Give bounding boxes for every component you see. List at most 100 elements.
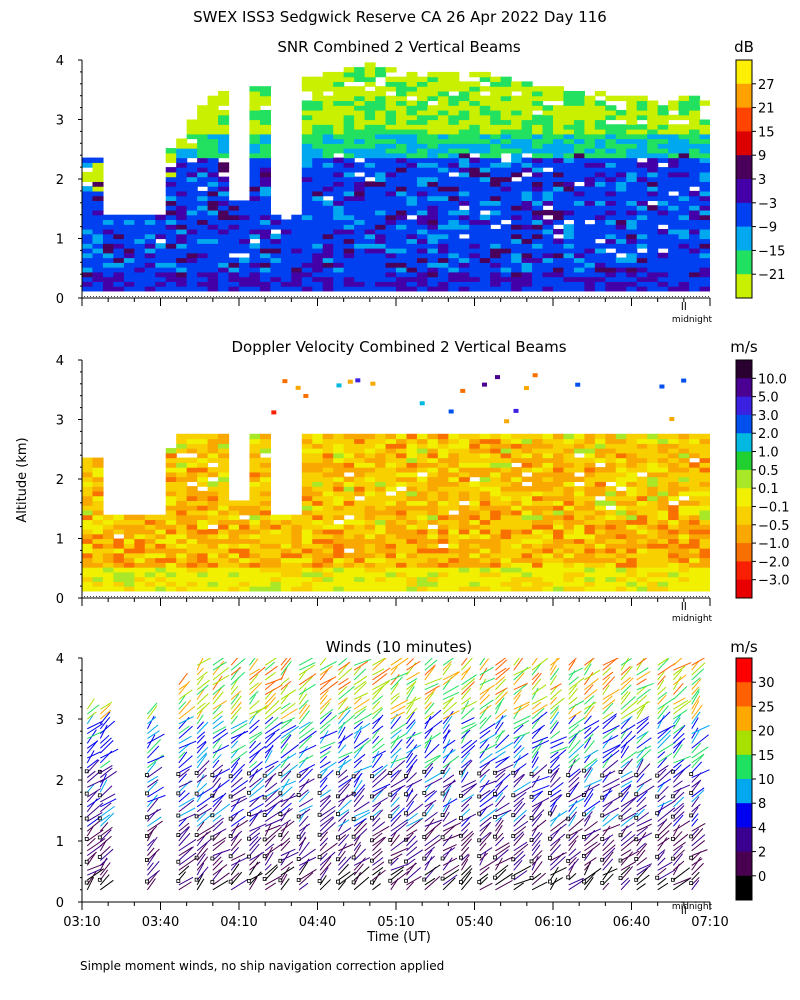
baseline-dot [522,596,523,597]
velocity-cell [469,576,481,582]
snr-cell [197,271,209,278]
velocity-cell [479,433,491,440]
snr-cell [354,219,366,225]
calm-marker [145,815,149,820]
snr-cell [186,195,198,202]
snr-cell [521,195,533,202]
snr-cell [207,267,219,273]
snr-cell [626,233,638,240]
velocity-cell [573,524,585,530]
snr-cell [615,133,627,140]
snr-cell [458,162,470,168]
velocity-cell [699,581,710,587]
velocity-cell [605,509,617,516]
snr-cell [479,119,491,125]
velocity-cell [301,438,313,444]
wind-barb [86,802,104,817]
snr-cell [301,76,313,83]
snr-cell [657,271,669,278]
snr-cell [594,171,606,178]
velocity-cell [207,438,219,444]
velocity-cell [511,500,523,506]
velocity-cell [573,500,585,506]
snr-cell [615,267,627,273]
wind-barb [100,767,113,778]
snr-cell [165,224,177,230]
velocity-cell [312,519,324,525]
snr-cell [364,224,376,230]
calm-marker [262,795,267,800]
velocity-cell [375,433,387,440]
velocity-cell [699,528,710,535]
velocity-cell [259,481,271,487]
baseline-dot [666,296,667,297]
snr-cell [228,209,240,216]
snr-cell [668,209,680,216]
velocity-cell [228,548,240,554]
velocity-cell [343,581,355,587]
velocity-cell [165,495,177,502]
snr-cell [615,129,627,135]
snr-cell [134,214,146,221]
velocity-cell [239,548,251,554]
velocity-cell [490,452,502,459]
velocity-cell [155,557,167,563]
snr-cell [636,114,648,121]
velocity-cell [469,509,481,516]
snr-cell [427,143,439,149]
velocity-cell [322,433,334,440]
velocity-cell [291,524,303,530]
wind-barb [196,760,210,774]
velocity-cell [186,443,198,449]
snr-cell [437,276,449,282]
snr-cell [82,286,94,292]
calm-marker [145,879,149,884]
velocity-cell [636,533,648,540]
snr-cell [396,167,408,173]
snr-cell [689,171,701,178]
velocity-cell [375,586,387,592]
snr-cell [144,233,156,240]
snr-cell [259,109,271,116]
baseline-dot [411,596,412,597]
snr-cell [312,219,324,225]
snr-cell [458,114,470,121]
snr-cell [165,243,177,249]
snr-cell [500,119,512,125]
velocity-cell [521,433,533,440]
velocity-cell [458,586,470,592]
snr-cell [406,243,418,249]
snr-cell [500,233,512,240]
velocity-cell [354,490,366,497]
snr-cell [490,286,502,292]
snr-cell [406,257,418,263]
snr-cell [511,190,523,197]
velocity-cell [532,552,544,559]
snr-cell [385,167,397,173]
velocity-cell [364,443,376,449]
snr-cell [280,271,292,278]
snr-cell [176,157,188,163]
wind-barb [196,791,204,803]
velocity-cell [458,528,470,535]
velocity-cell [385,581,397,587]
velocity-cell [375,576,387,582]
wind-barb [212,728,227,739]
velocity-cell [291,528,303,535]
snr-cell [82,195,94,202]
snr-cell [343,171,355,178]
snr-cell [532,167,544,173]
snr-cell [375,276,387,282]
velocity-cell [605,519,617,525]
velocity-cell [123,533,135,540]
velocity-cell [427,586,439,592]
velocity-cell [333,528,345,535]
velocity-speck [523,386,529,391]
velocity-cell [563,576,575,582]
velocity-cell [605,533,617,540]
velocity-cell [406,452,418,459]
snr-cell [657,252,669,259]
snr-cell [699,157,710,163]
baseline-dot [510,596,511,597]
snr-cell [699,195,710,202]
